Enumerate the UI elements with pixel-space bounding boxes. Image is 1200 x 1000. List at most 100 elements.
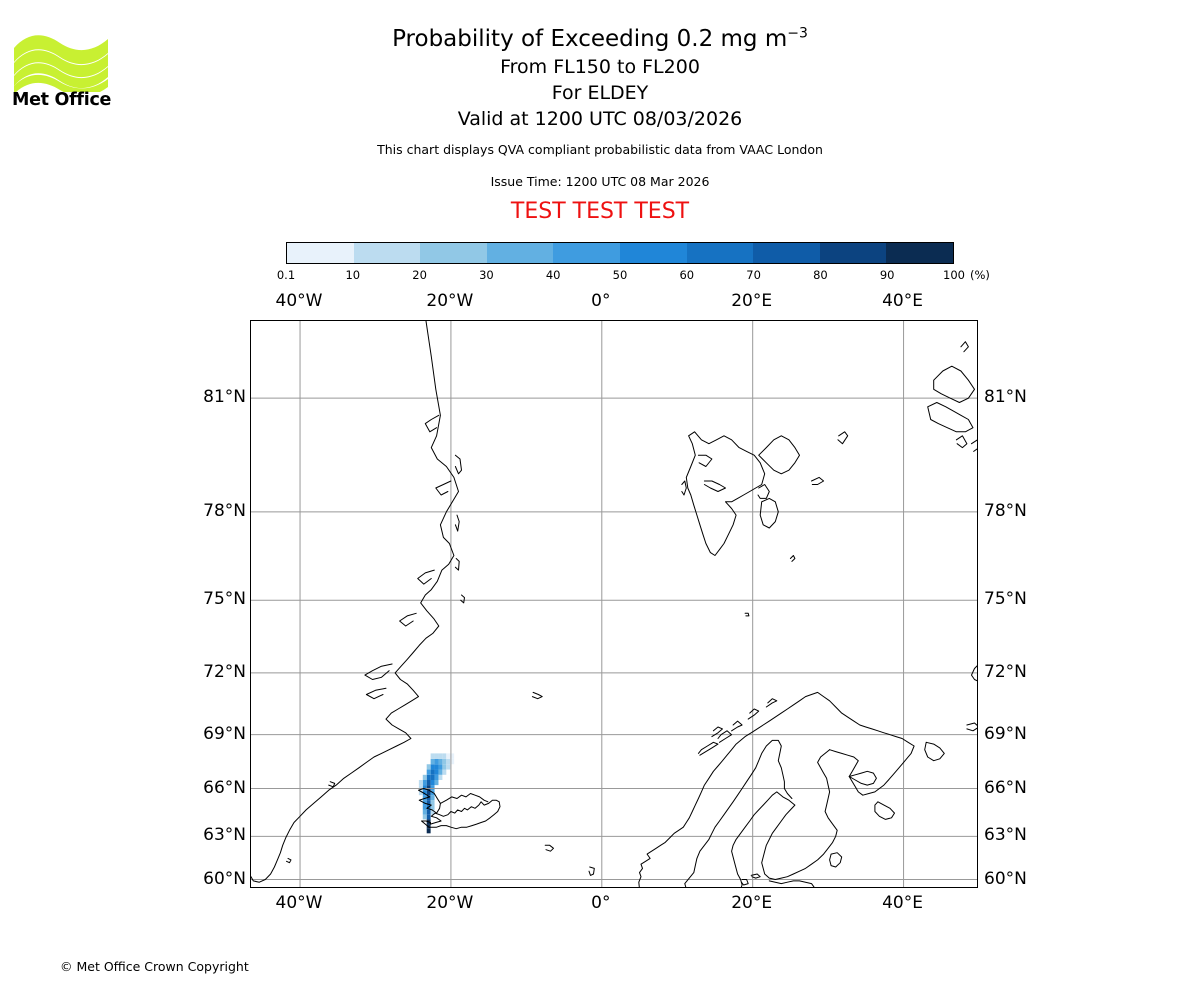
title-block: Probability of Exceeding 0.2 mg m−3 From… bbox=[0, 24, 1200, 225]
plume-cell bbox=[426, 774, 431, 780]
lat-label-right-69: 69°N bbox=[984, 723, 1027, 744]
coast-senja bbox=[731, 720, 743, 732]
coast-svalbard-prins-karls bbox=[681, 480, 687, 496]
plume-cell bbox=[434, 758, 439, 765]
plume-cell bbox=[442, 758, 447, 765]
logo-wave-1 bbox=[14, 35, 108, 65]
plume-cell bbox=[426, 764, 431, 770]
colorbar-tick-40: 40 bbox=[545, 268, 561, 282]
latitude-axis-right: 60°N 63°N 66°N 69°N 72°N 75°N 78°N 81°N bbox=[984, 320, 1044, 888]
plume-cell bbox=[430, 795, 435, 801]
lat-label-left-66: 66°N bbox=[203, 777, 246, 798]
coast-greenland-fjord-c bbox=[417, 569, 435, 585]
plume-cell bbox=[434, 779, 439, 786]
coast-greenland-island-2 bbox=[454, 514, 460, 532]
logo-wave-2 bbox=[14, 50, 108, 78]
colorbar-segment-4 bbox=[553, 243, 620, 263]
colorbar-tick-90: 90 bbox=[879, 268, 895, 282]
coast-kvitoya bbox=[837, 431, 849, 445]
plume-cell bbox=[422, 809, 427, 815]
plume-cell bbox=[430, 805, 435, 810]
coast-greenland-fjord-d bbox=[399, 612, 417, 627]
coast-iceland-westfjords bbox=[418, 788, 441, 814]
map-area bbox=[250, 320, 978, 888]
plume-cell bbox=[430, 800, 435, 806]
colorbar-unit-label: (%) bbox=[970, 268, 990, 282]
colorbar-tick-60: 60 bbox=[679, 268, 695, 282]
plume-cell bbox=[422, 814, 427, 820]
coast-novaya-zemlya-tip bbox=[971, 665, 977, 682]
coast-franz-josef-3 bbox=[955, 435, 968, 449]
logo-wave-4 bbox=[14, 75, 108, 92]
coast-greenland-fjord-b bbox=[435, 480, 452, 496]
latitude-axis-left: 60°N 63°N 66°N 69°N 72°N 75°N 78°N 81°N bbox=[186, 320, 246, 888]
coast-greenland-fjord-e bbox=[364, 663, 393, 680]
plume-cell bbox=[434, 764, 439, 770]
colorbar-tick-labels: 0.1 10 20 30 40 50 60 70 80 90 100 bbox=[277, 268, 965, 284]
coast-lofoten-1 bbox=[697, 741, 719, 756]
coast-greenland-east-coast bbox=[251, 321, 459, 883]
page-title-text: Probability of Exceeding 0.2 mg m bbox=[392, 26, 788, 52]
plume-cell bbox=[426, 809, 431, 815]
coast-kong-karls-land bbox=[811, 476, 825, 485]
plume-cell bbox=[418, 785, 423, 791]
coast-norway-mainland bbox=[638, 691, 915, 887]
lon-label-bottom--40: 40°W bbox=[275, 893, 323, 913]
plume-cell bbox=[446, 764, 451, 770]
longitude-axis-top: 40°W 20°W 0° 20°E 40°E bbox=[250, 288, 978, 312]
coast-svalbard-edgeoya bbox=[759, 497, 779, 529]
coast-lake-ladoga bbox=[829, 852, 843, 868]
plume-cell bbox=[422, 774, 427, 780]
colorbar-tick-0.1: 0.1 bbox=[276, 268, 296, 282]
colorbar-segment-0 bbox=[287, 243, 354, 263]
plume-cell bbox=[430, 753, 435, 759]
logo-wave-3 bbox=[14, 63, 108, 89]
lon-label-top-0: 0° bbox=[591, 291, 611, 311]
issue-time: Issue Time: 1200 UTC 08 Mar 2026 bbox=[490, 174, 710, 189]
coast-greenland-island-1 bbox=[454, 454, 462, 475]
colorbar-tick-10: 10 bbox=[345, 268, 361, 282]
coastline-layer bbox=[251, 321, 977, 887]
coast-svalbard-spitsbergen bbox=[685, 431, 766, 556]
coast-vesteralen bbox=[711, 726, 723, 738]
coast-aland bbox=[750, 873, 761, 879]
logo-waves-icon bbox=[14, 35, 108, 92]
met-office-logo bbox=[12, 26, 112, 112]
coast-greenland-island-5 bbox=[328, 781, 336, 788]
coast-franz-josef-north-islet bbox=[960, 341, 969, 353]
lon-label-bottom--20: 20°W bbox=[426, 893, 474, 913]
coast-greenland-fjord-f bbox=[365, 687, 387, 700]
coast-franz-josef-1 bbox=[933, 365, 975, 403]
colorbar-tick-20: 20 bbox=[412, 268, 427, 282]
coast-iceland-north-coast bbox=[439, 793, 489, 804]
lat-label-left-78: 78°N bbox=[203, 500, 246, 521]
colorbar-segment-6 bbox=[686, 243, 754, 263]
plume-cell bbox=[430, 779, 435, 786]
plume-cell bbox=[426, 828, 431, 834]
graticule-layer bbox=[251, 321, 977, 887]
coast-greenland-fjord-a bbox=[424, 414, 440, 433]
plume-cell bbox=[426, 790, 431, 796]
coast-hopen bbox=[789, 555, 796, 562]
lat-label-right-66: 66°N bbox=[984, 777, 1027, 798]
copyright-footer: © Met Office Crown Copyright bbox=[60, 959, 249, 974]
plume-cell bbox=[430, 809, 435, 815]
plume-cell bbox=[434, 774, 439, 780]
coast-bear-island bbox=[744, 612, 750, 617]
plume-cell bbox=[446, 758, 451, 765]
coast-svalbard-nordaustlandet bbox=[758, 435, 800, 475]
map-canvas bbox=[251, 321, 977, 887]
coast-soroya bbox=[765, 698, 778, 708]
coast-greenland-island-4 bbox=[460, 594, 465, 604]
lon-label-bottom-0: 0° bbox=[591, 893, 611, 913]
colorbar-segment-5 bbox=[619, 243, 687, 263]
coast-jan-mayen bbox=[531, 691, 543, 700]
probability-colorbar bbox=[286, 242, 954, 264]
colorbar-segment-9 bbox=[886, 243, 953, 263]
plume-cell bbox=[434, 769, 439, 775]
lon-label-top--40: 40°W bbox=[275, 291, 323, 311]
colorbar-tick-50: 50 bbox=[612, 268, 628, 282]
plume-cell bbox=[442, 769, 447, 775]
lat-label-left-75: 75°N bbox=[203, 589, 246, 610]
